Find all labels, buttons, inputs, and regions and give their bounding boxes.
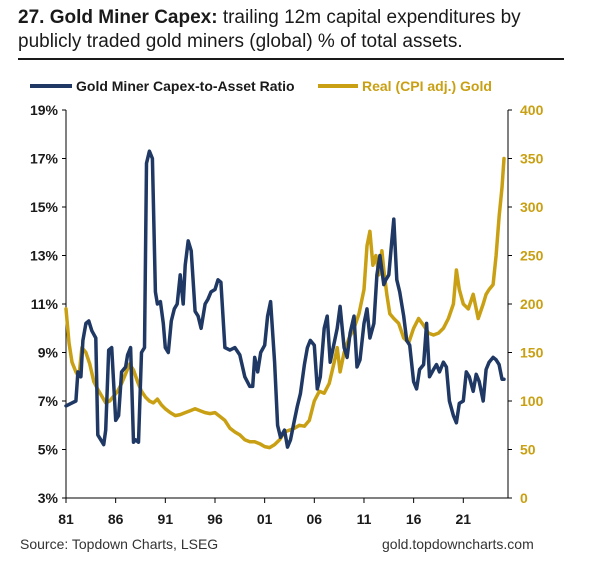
capex-ratio-line bbox=[64, 149, 506, 449]
source-note: Source: Topdown Charts, LSEG bbox=[20, 536, 219, 552]
y-right-tick-label: 200 bbox=[520, 296, 544, 312]
x-tick-label: 86 bbox=[108, 511, 124, 527]
title-divider bbox=[18, 58, 564, 60]
legend: Gold Miner Capex-to-Asset Ratio Real (CPI… bbox=[30, 78, 492, 94]
y-left-tick-label: 3% bbox=[38, 490, 59, 506]
website-label: gold.topdowncharts.com bbox=[382, 536, 534, 552]
y-right-tick-label: 300 bbox=[520, 199, 544, 215]
y-left-tick-label: 15% bbox=[30, 199, 59, 215]
y-left-tick-label: 19% bbox=[30, 102, 59, 118]
legend-label-gold: Real (CPI adj.) Gold bbox=[362, 78, 492, 94]
y-right-tick-label: 100 bbox=[520, 393, 544, 409]
y-right-tick-label: 150 bbox=[520, 345, 544, 361]
axes: 3% 5% 7% 9% 11% 13% 15% 17% 19% 0 50 100 150 200 250 30… bbox=[30, 102, 544, 527]
y-right-tick-label: 400 bbox=[520, 102, 544, 118]
y-right-tick-label: 50 bbox=[520, 442, 536, 458]
x-tick-label: 21 bbox=[456, 511, 472, 527]
x-tick-label: 11 bbox=[357, 511, 372, 527]
x-tick-label: 06 bbox=[307, 511, 323, 527]
x-tick-label: 01 bbox=[257, 511, 273, 527]
series-group bbox=[64, 149, 506, 450]
chart-title: 27. Gold Miner Capex: trailing 12m capit… bbox=[18, 6, 578, 54]
chart-title-bold: 27. Gold Miner Capex: bbox=[18, 7, 218, 28]
x-tick-label: 91 bbox=[158, 511, 174, 527]
x-tick-label: 16 bbox=[406, 511, 422, 527]
y-right-tick-label: 250 bbox=[520, 248, 544, 264]
y-right-tick-label: 350 bbox=[520, 151, 544, 167]
x-tick-label: 81 bbox=[58, 511, 74, 527]
y-left-tick-label: 5% bbox=[38, 442, 59, 458]
y-left-tick-label: 17% bbox=[30, 151, 59, 167]
legend-label-capex: Gold Miner Capex-to-Asset Ratio bbox=[76, 78, 295, 94]
y-left-tick-label: 11% bbox=[31, 296, 59, 312]
y-right-tick-label: 0 bbox=[520, 490, 528, 506]
chart-title-rest: trailing 12m capital expenditures by pub… bbox=[18, 7, 521, 52]
y-left-tick-label: 9% bbox=[38, 345, 59, 361]
y-left-tick-label: 13% bbox=[30, 248, 59, 264]
x-tick-label: 96 bbox=[207, 511, 223, 527]
y-left-tick-label: 7% bbox=[38, 393, 59, 409]
